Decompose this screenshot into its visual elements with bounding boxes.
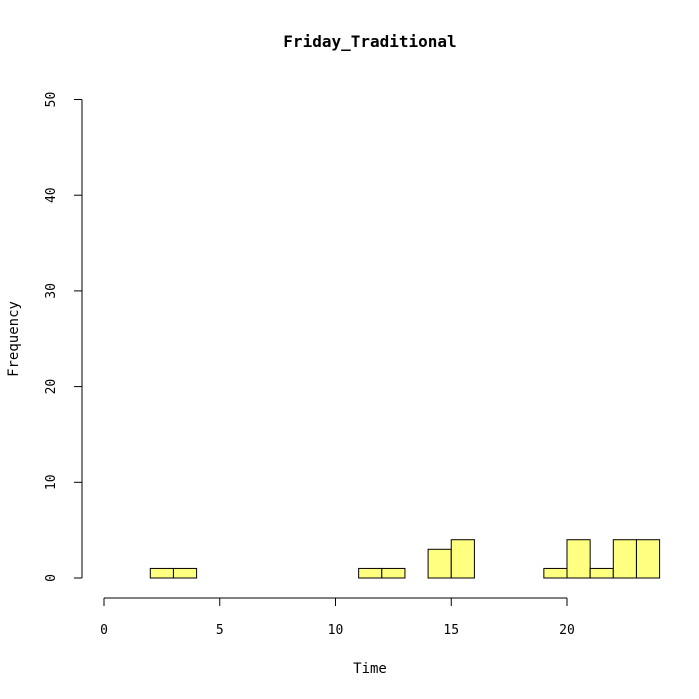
- y-tick-label: 30: [44, 283, 59, 299]
- y-tick-label: 0: [44, 574, 59, 582]
- y-tick-label: 10: [44, 474, 59, 490]
- y-axis: 0 10 20 30 40 50: [44, 92, 83, 582]
- histogram-bar: [427, 548, 452, 579]
- y-axis-label: Frequency: [6, 301, 22, 377]
- x-tick-label: 5: [216, 623, 224, 638]
- bars-group: [149, 539, 661, 579]
- histogram-bar: [589, 567, 614, 579]
- histogram-bar: [381, 567, 406, 579]
- x-axis: 0 5 10 15 20: [100, 597, 575, 638]
- histogram-bar: [612, 539, 637, 579]
- x-tick-label: 20: [559, 623, 575, 638]
- histogram-bar: [543, 567, 568, 579]
- x-axis-label: Time: [353, 661, 387, 677]
- x-tick-label: 15: [443, 623, 459, 638]
- histogram-bar: [149, 567, 174, 579]
- histogram-bar: [358, 567, 383, 579]
- histogram-bar: [566, 539, 591, 579]
- x-tick-label: 0: [100, 623, 108, 638]
- x-tick-label: 10: [328, 623, 344, 638]
- y-tick-label: 40: [44, 187, 59, 203]
- y-tick-label: 50: [44, 92, 59, 108]
- histogram-bar: [172, 567, 198, 579]
- histogram-bar: [635, 539, 661, 579]
- histogram-bar: [450, 539, 475, 579]
- y-tick-label: 20: [44, 379, 59, 395]
- chart-title: Friday_Traditional: [283, 32, 456, 51]
